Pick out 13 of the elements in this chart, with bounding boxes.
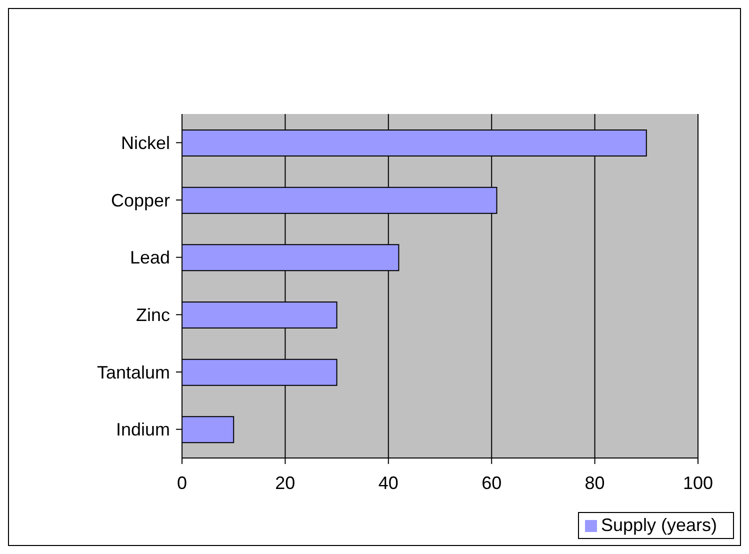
x-tick-label: 100 [682,472,714,493]
y-tick-label: Lead [130,248,170,268]
x-tick-label: 20 [275,472,296,493]
legend-label: Supply (years) [600,515,717,535]
y-tick-label: Nickel [120,133,170,154]
x-tick-label: 40 [378,472,398,493]
y-tick-label: Copper [110,190,170,210]
y-tick-label: Tantalum [96,362,170,382]
y-tick-label: Zinc [136,305,170,326]
x-tick-label: 0 [176,472,188,493]
x-tick-label: 80 [584,472,605,493]
y-tick-label: Indium [116,420,170,440]
x-tick-label: 60 [482,472,502,493]
